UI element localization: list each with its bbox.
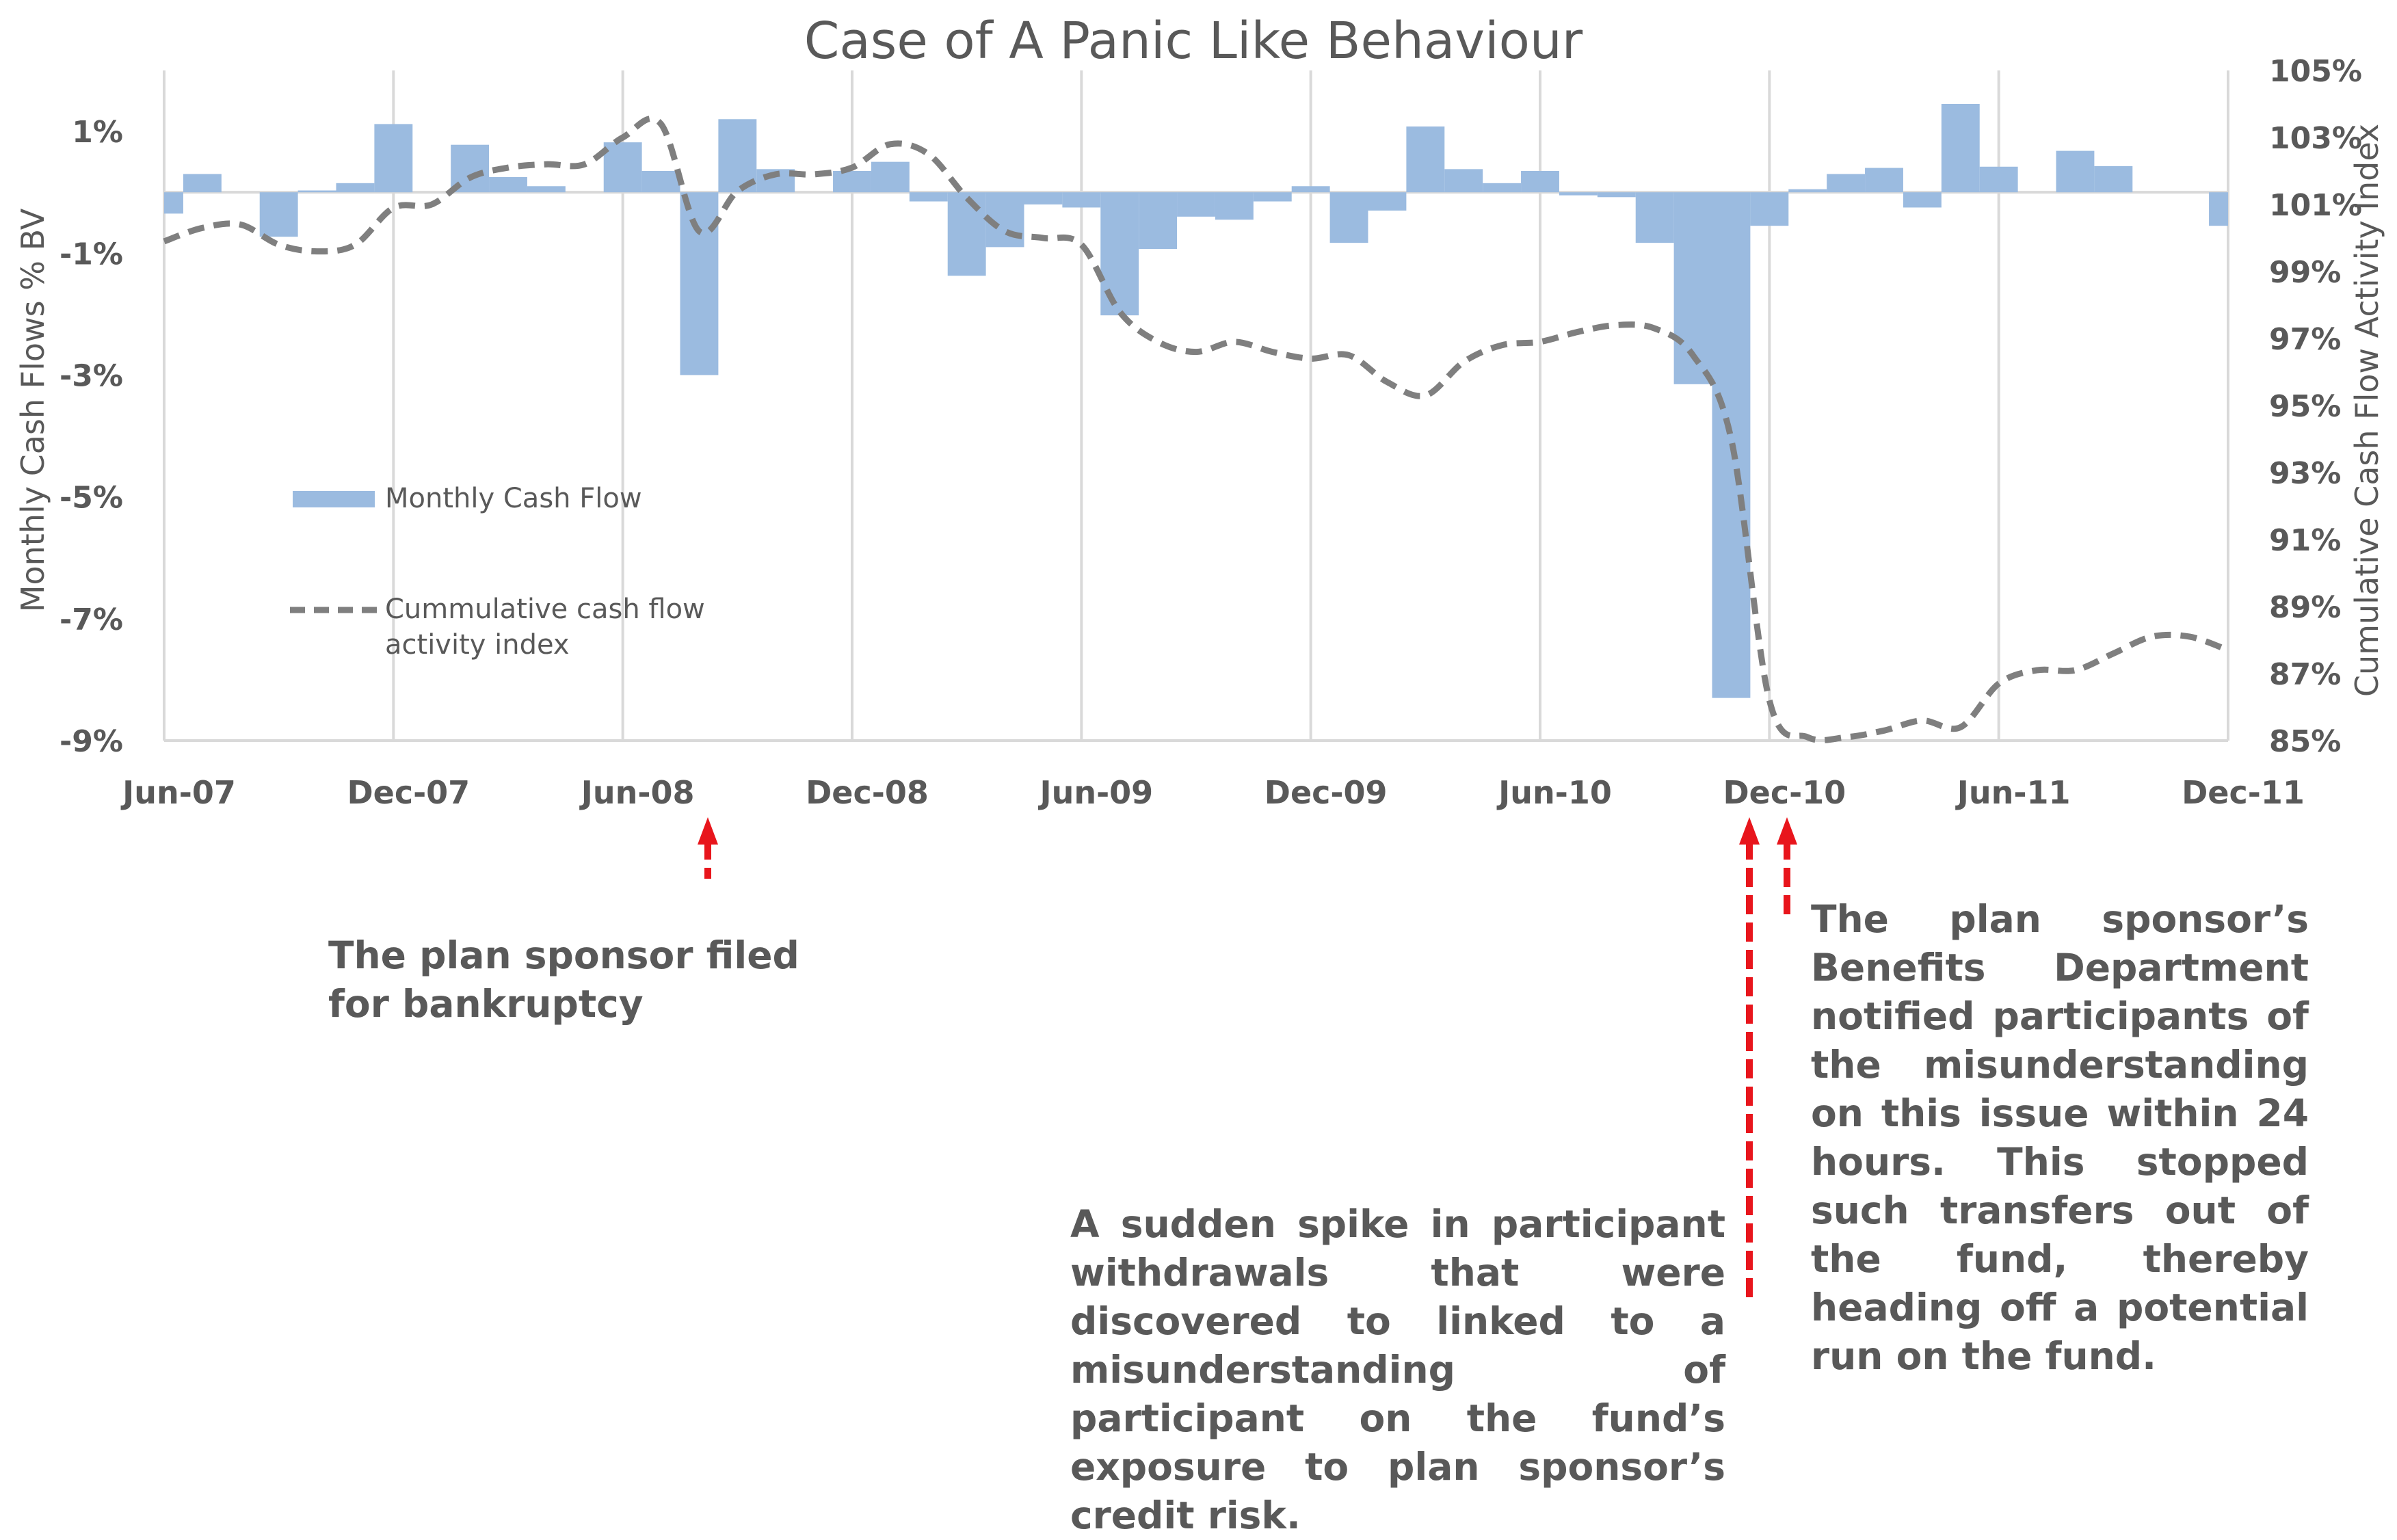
y-tick-right: 91% [2269, 523, 2341, 558]
y-tick-left: -7% [59, 602, 123, 637]
x-tick: Dec-09 [1264, 774, 1388, 811]
legend-bar-label: Monthly Cash Flow [385, 483, 642, 514]
bar-Feb-11 [1827, 174, 1866, 193]
x-tick: Jun-11 [1955, 774, 2071, 811]
bar-Jun-08 [603, 142, 642, 193]
bar-Dec-10 [1750, 192, 1789, 226]
bar-series [164, 104, 2228, 698]
bar-Sep-10 [1635, 192, 1674, 243]
y-tick-left: 1% [72, 115, 123, 150]
bar-Jun-10 [1521, 171, 1559, 193]
bar-Jan-09 [871, 161, 910, 193]
line-series [163, 116, 2229, 743]
legend: Monthly Cash Flow Cummulative cash flow … [290, 483, 714, 661]
bar-Mar-10 [1406, 126, 1445, 193]
bar-Sep-09 [1177, 192, 1215, 217]
legend-line-label-line2: activity index [385, 629, 570, 661]
bar-Feb-10 [1368, 192, 1407, 211]
y-axis-left-label: Monthly Cash Flows % BV [14, 208, 51, 612]
bar-Jul-08 [641, 171, 680, 193]
bar-Oct-07 [297, 190, 336, 193]
bar-Dec-08 [833, 171, 871, 193]
bar-Dec-09 [1291, 186, 1330, 193]
x-tick: Dec-07 [347, 774, 470, 811]
bar-Oct-09 [1215, 192, 1254, 220]
y-tick-right: 97% [2269, 322, 2341, 357]
y-tick-right: 105% [2269, 54, 2362, 89]
annotation-bankruptcy: The plan sponsor filed for bankruptcy [328, 933, 799, 1026]
chart-svg: 1% -1% -3% -5% -7% -9% 105% 103% 101% 99% 97% 95% 93… [14, 12, 2385, 1299]
y-tick-right: 87% [2269, 657, 2341, 692]
bar-Jun-11 [1979, 166, 2018, 193]
legend-line-label: Cummulative cash flow activity index [385, 594, 714, 661]
bar-Jul-07 [183, 174, 222, 193]
y-tick-right: 89% [2269, 590, 2341, 625]
cumulative-index-line [163, 116, 2229, 743]
bar-May-11 [1941, 104, 1980, 193]
annotation-arrows [698, 817, 1797, 1299]
y-tick-right: 85% [2269, 724, 2341, 759]
x-tick: Dec-10 [1723, 774, 1846, 811]
bar-Jul-09 [1100, 192, 1139, 316]
y-tick-right: 103% [2269, 121, 2362, 156]
bar-Mar-09 [947, 192, 986, 276]
axes: 1% -1% -3% -5% -7% -9% 105% 103% 101% 99% 97% 95% 93… [59, 54, 2362, 811]
y-axis-right-label: Cumulative Cash Flow Activity Index [2348, 124, 2385, 697]
x-tick: Jun-10 [1496, 774, 1612, 811]
chart-figure: 1% -1% -3% -5% -7% -9% 105% 103% 101% 99% 97% 95% 93… [14, 12, 2385, 1537]
bar-Nov-07 [336, 183, 375, 193]
annotation-withdrawal-spike: A sudden spike in participant withdrawal… [1070, 1202, 1725, 1537]
y-tick-left: -1% [59, 237, 123, 271]
y-tick-left: -5% [59, 481, 123, 516]
x-tick: Jun-07 [120, 774, 236, 811]
legend-line-label-line1: Cummulative cash flow [385, 594, 705, 625]
bar-Dec-11 [2209, 192, 2228, 226]
chart-title: Case of A Panic Like Behaviour [804, 12, 1583, 70]
arrow-bankruptcy-head [698, 817, 718, 845]
y-tick-right: 93% [2269, 456, 2341, 491]
bar-Apr-11 [1903, 192, 1942, 208]
y-tick-right: 99% [2269, 255, 2341, 290]
x-tick: Jun-08 [579, 774, 695, 811]
y-tick-right: 95% [2269, 389, 2341, 424]
arrow-withdrawal-spike-head [1739, 817, 1760, 845]
y-tick-right: 101% [2269, 188, 2362, 223]
x-tick: Jun-09 [1037, 774, 1153, 811]
x-tick: Dec-08 [806, 774, 929, 811]
bar-Jun-07 [164, 192, 183, 214]
bar-Aug-10 [1597, 192, 1636, 198]
annotation-participant-notification: The plan sponsor’s Benefits Department n… [1811, 897, 2309, 1378]
legend-bar-swatch [293, 491, 375, 507]
bar-Jul-10 [1559, 192, 1598, 196]
bar-Sep-07 [259, 192, 298, 237]
bar-May-09 [1024, 192, 1063, 204]
bar-Jun-09 [1062, 192, 1101, 208]
bar-Aug-11 [2056, 150, 2095, 193]
bar-May-10 [1483, 183, 1522, 193]
bar-Mar-11 [1865, 168, 1903, 193]
bar-Sep-11 [2094, 165, 2133, 193]
bar-Mar-08 [489, 176, 527, 193]
y-tick-left: -3% [59, 358, 123, 393]
x-tick: Dec-11 [2182, 774, 2305, 811]
bar-Feb-09 [909, 192, 948, 202]
bar-Aug-09 [1139, 192, 1178, 250]
arrow-notification-head [1777, 817, 1797, 845]
bar-Jan-11 [1788, 189, 1827, 193]
bar-Apr-08 [527, 186, 566, 193]
bar-Apr-10 [1444, 169, 1483, 193]
bar-Nov-09 [1253, 192, 1292, 202]
bar-Aug-08 [680, 192, 719, 375]
bar-Jan-10 [1329, 192, 1368, 243]
y-tick-left: -9% [59, 724, 123, 759]
bar-Dec-07 [374, 124, 413, 193]
